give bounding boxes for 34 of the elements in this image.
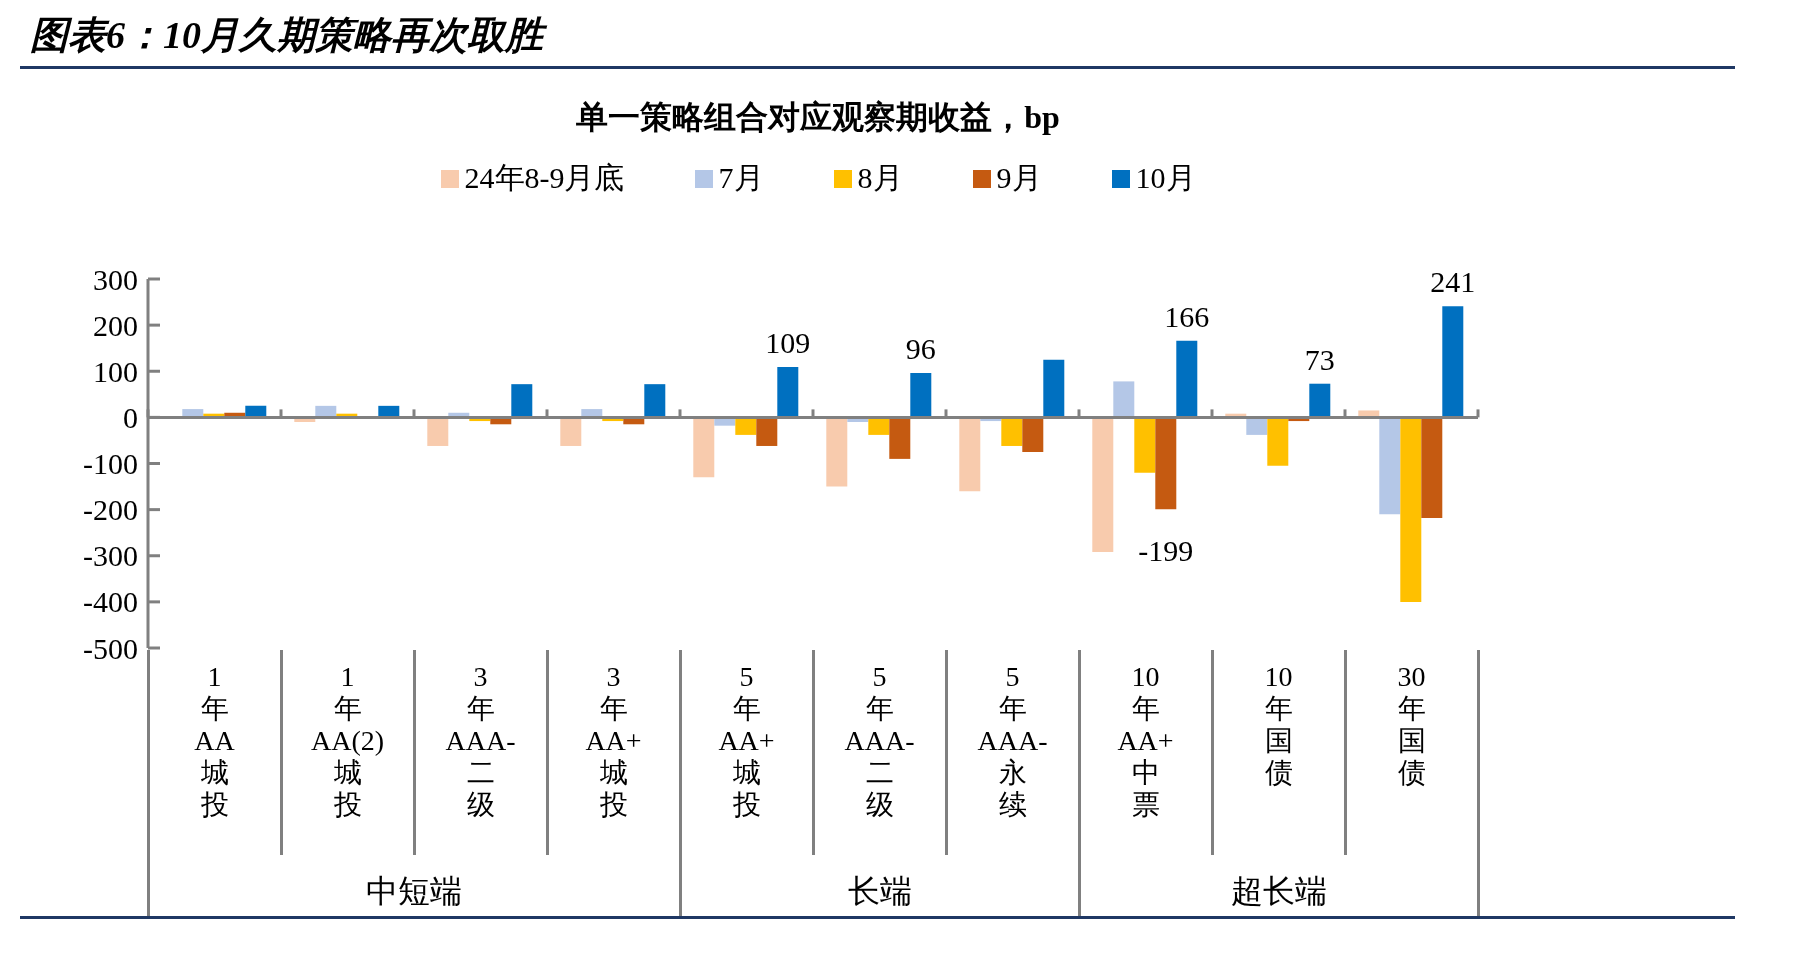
x-tick-label: 1年AA(2)城投 [310,661,385,820]
data-label: -199 [1138,534,1194,568]
y-tick-label: -200 [83,493,138,527]
x-tick-label: 10年AA+中票 [1117,661,1174,820]
data-label: 96 [905,332,936,366]
y-tick-label: -100 [83,447,138,480]
legend-label: 9月 [996,160,1042,196]
y-tick-label: -400 [83,585,138,619]
legend-label: 7月 [718,160,764,196]
legend-label: 10月 [1135,160,1196,196]
text: 超长端 [1229,872,1328,911]
chart-subtitle: 单一策略组合对应观察期收益，bp [575,98,1061,137]
x-tick-label: 3年AAA-二级 [445,661,516,820]
text: 长端 [846,872,913,911]
x-tick-label: 30年国债 [1397,661,1426,788]
y-tick-label: 300 [93,262,138,296]
data-label: 241 [1430,265,1476,299]
legend-label: 8月 [857,160,903,196]
data-label: 166 [1164,299,1210,333]
x-tick-label: 5年AAA-二级 [844,661,915,820]
x-tick-label: 10年国债 [1264,661,1293,788]
text: 中短端 [365,872,463,911]
data-label: 109 [765,326,811,360]
x-tick-label: 1年AA城投 [194,661,236,820]
x-tick-label: 5年AA+城投 [718,661,775,820]
legend-label: 24年8-9月底 [464,160,625,196]
y-tick-label: 100 [93,354,138,388]
data-label: 73 [1304,342,1335,376]
y-tick-label: 200 [93,308,138,342]
y-tick-label: -500 [83,631,138,665]
y-tick-label: 0 [123,400,138,434]
x-tick-label: 5年AAA-永续 [977,661,1048,820]
x-tick-label: 3年AA+城投 [585,661,642,820]
y-tick-label: -300 [83,539,138,573]
